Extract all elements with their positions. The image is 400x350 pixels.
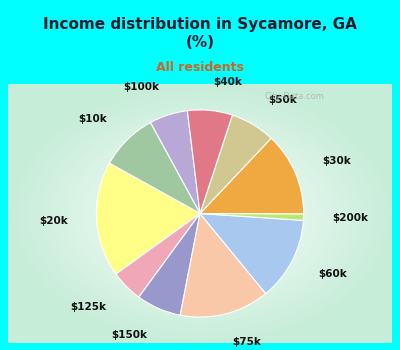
Text: $100k: $100k: [124, 82, 160, 92]
Wedge shape: [116, 214, 200, 297]
Wedge shape: [109, 122, 200, 214]
Text: $40k: $40k: [213, 77, 242, 86]
Wedge shape: [180, 214, 266, 317]
Text: $200k: $200k: [332, 213, 368, 223]
Wedge shape: [200, 115, 271, 214]
Text: $30k: $30k: [322, 156, 351, 166]
Wedge shape: [200, 138, 304, 214]
Wedge shape: [139, 214, 200, 315]
Text: $10k: $10k: [78, 114, 106, 124]
Text: $50k: $50k: [268, 94, 297, 105]
Text: $60k: $60k: [318, 269, 347, 279]
Wedge shape: [200, 214, 304, 220]
Text: Income distribution in Sycamore, GA
(%): Income distribution in Sycamore, GA (%): [43, 17, 357, 50]
Wedge shape: [96, 163, 200, 274]
Text: City-Data.com: City-Data.com: [264, 92, 324, 101]
Wedge shape: [150, 111, 200, 214]
Text: $75k: $75k: [232, 337, 262, 347]
Text: All residents: All residents: [156, 61, 244, 74]
Wedge shape: [200, 214, 303, 294]
Text: $20k: $20k: [39, 216, 68, 226]
Text: $125k: $125k: [70, 302, 106, 312]
Text: $150k: $150k: [111, 330, 147, 340]
Wedge shape: [187, 110, 232, 214]
